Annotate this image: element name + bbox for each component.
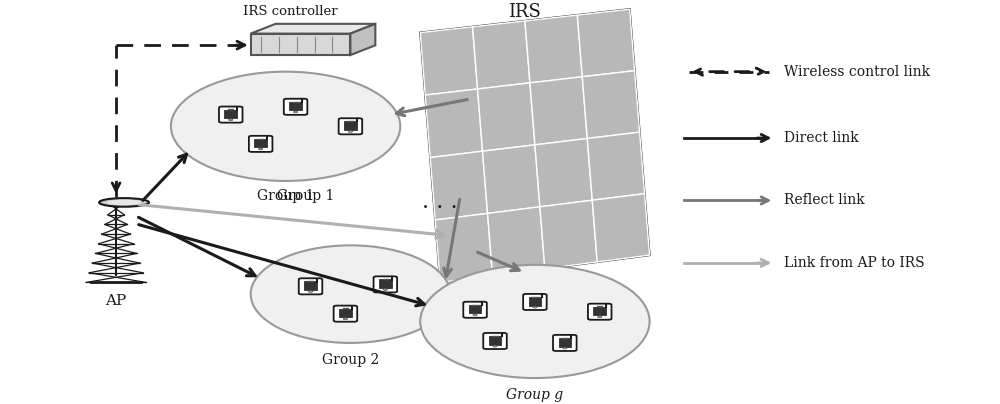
Bar (489, 336, 501, 345)
Circle shape (259, 148, 263, 150)
Circle shape (343, 318, 348, 320)
Polygon shape (435, 213, 493, 282)
Bar (529, 297, 541, 305)
Polygon shape (582, 71, 640, 139)
Text: AP: AP (105, 294, 127, 308)
Text: Direct link: Direct link (784, 131, 859, 145)
Circle shape (293, 111, 298, 113)
Polygon shape (251, 24, 375, 34)
FancyBboxPatch shape (374, 276, 397, 292)
Bar (289, 102, 302, 110)
Polygon shape (525, 15, 582, 83)
FancyBboxPatch shape (553, 335, 577, 351)
Polygon shape (350, 24, 375, 55)
Text: Group 2: Group 2 (322, 353, 379, 367)
Text: IRS: IRS (508, 3, 541, 21)
Circle shape (493, 345, 497, 347)
FancyBboxPatch shape (249, 136, 272, 152)
Ellipse shape (171, 72, 400, 181)
Text: Link from AP to IRS: Link from AP to IRS (784, 256, 925, 270)
Circle shape (533, 306, 537, 308)
Polygon shape (478, 83, 535, 151)
Polygon shape (488, 207, 545, 276)
Polygon shape (587, 132, 645, 200)
Text: Group 1: Group 1 (277, 189, 334, 203)
FancyBboxPatch shape (334, 305, 357, 322)
FancyBboxPatch shape (339, 118, 362, 135)
Polygon shape (577, 9, 635, 77)
Bar (469, 305, 481, 314)
Polygon shape (592, 194, 650, 262)
Text: · · ·: · · · (422, 197, 458, 219)
Polygon shape (430, 151, 488, 220)
Circle shape (348, 130, 353, 133)
Polygon shape (425, 89, 483, 158)
Bar (304, 281, 317, 290)
Bar (254, 139, 267, 147)
Ellipse shape (107, 200, 141, 205)
Ellipse shape (251, 245, 450, 343)
FancyBboxPatch shape (483, 333, 507, 349)
Bar (379, 280, 392, 288)
Polygon shape (420, 9, 650, 282)
FancyBboxPatch shape (284, 99, 307, 115)
Text: Reflect link: Reflect link (784, 194, 865, 208)
Bar (339, 309, 352, 317)
Polygon shape (483, 145, 540, 213)
FancyBboxPatch shape (588, 304, 611, 320)
Polygon shape (535, 139, 592, 207)
Polygon shape (420, 27, 478, 95)
Circle shape (598, 316, 602, 318)
Circle shape (383, 289, 387, 290)
Circle shape (563, 347, 567, 349)
FancyBboxPatch shape (299, 278, 322, 295)
FancyBboxPatch shape (523, 294, 547, 310)
Bar (559, 338, 571, 347)
Bar (344, 121, 357, 130)
Polygon shape (530, 77, 587, 145)
Text: Wireless control link: Wireless control link (784, 65, 930, 79)
Ellipse shape (99, 198, 149, 207)
FancyBboxPatch shape (463, 302, 487, 318)
Circle shape (473, 314, 477, 316)
Polygon shape (473, 21, 530, 89)
Bar (224, 109, 237, 118)
Text: Group g: Group g (506, 388, 563, 402)
Circle shape (229, 119, 233, 121)
Text: Group 1: Group 1 (257, 189, 314, 203)
FancyBboxPatch shape (219, 107, 243, 123)
Bar (593, 307, 606, 315)
Ellipse shape (420, 265, 650, 378)
Polygon shape (540, 200, 597, 269)
FancyBboxPatch shape (251, 34, 350, 55)
Text: IRS controller: IRS controller (243, 5, 338, 18)
Circle shape (308, 291, 313, 292)
